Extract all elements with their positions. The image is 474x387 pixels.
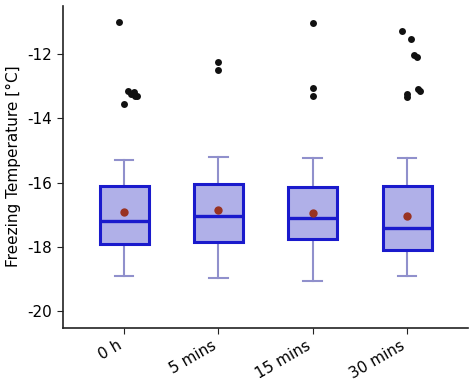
Bar — [100, 186, 149, 244]
Bar — [288, 187, 337, 239]
Y-axis label: Freezing Temperature [°C]: Freezing Temperature [°C] — [6, 66, 20, 267]
Bar — [194, 184, 243, 242]
Bar — [383, 186, 432, 250]
